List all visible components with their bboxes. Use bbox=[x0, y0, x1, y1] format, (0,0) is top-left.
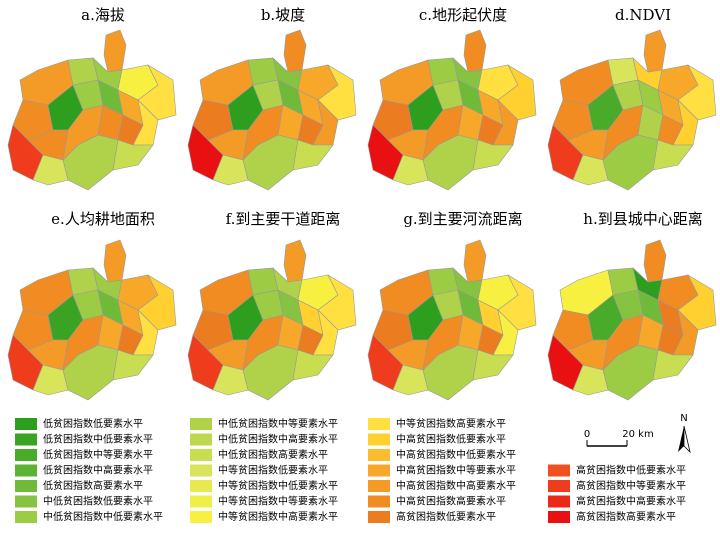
county bbox=[103, 29, 127, 73]
north-label: N bbox=[680, 413, 687, 424]
legend-swatch bbox=[548, 495, 570, 508]
map bbox=[547, 29, 717, 191]
legend-label: 中高贫困指数低要素水平 bbox=[396, 433, 506, 446]
legend-label: 中高贫困指数中低要素水平 bbox=[396, 448, 516, 461]
legend-label: 高贫困指数高要素水平 bbox=[576, 510, 676, 523]
legend-swatch bbox=[15, 480, 37, 492]
county bbox=[112, 349, 154, 381]
map-title: d.NDVI bbox=[615, 6, 671, 24]
legend-label: 中低贫困指数低要素水平 bbox=[43, 495, 153, 508]
legend-label: 低贫困指数中低要素水平 bbox=[43, 433, 153, 446]
legend-swatch bbox=[548, 511, 570, 523]
county bbox=[283, 239, 307, 283]
legend-label: 中等贫困指数中低要素水平 bbox=[218, 479, 338, 492]
legend-label: 高贫困指数中低要素水平 bbox=[576, 464, 686, 477]
legend-swatch bbox=[368, 511, 390, 523]
legend-swatch bbox=[190, 495, 212, 508]
map-title: a.海拔 bbox=[81, 6, 125, 24]
legend-swatch bbox=[548, 464, 570, 477]
county bbox=[472, 349, 514, 381]
map bbox=[187, 239, 357, 401]
scale-bar: 0 20 km bbox=[584, 429, 654, 447]
county bbox=[472, 139, 514, 171]
county bbox=[212, 154, 249, 186]
county bbox=[292, 139, 334, 171]
legend-label: 中高贫困指数中等要素水平 bbox=[396, 464, 516, 477]
legend-swatch bbox=[368, 495, 390, 508]
legend-label: 中等贫困指数中高要素水平 bbox=[218, 510, 338, 523]
legend-label: 中等贫困指数中等要素水平 bbox=[218, 495, 338, 508]
legend-label: 中高贫困指数中高要素水平 bbox=[396, 479, 516, 492]
legend-swatch bbox=[548, 480, 570, 492]
legend-label: 低贫困指数低要素水平 bbox=[43, 417, 143, 430]
scale-distance: 20 km bbox=[622, 429, 653, 440]
legend-swatch bbox=[368, 464, 390, 477]
county bbox=[463, 29, 487, 73]
county bbox=[32, 364, 69, 396]
legend-label: 中低贫困指数高要素水平 bbox=[218, 448, 328, 461]
legend-swatch bbox=[15, 511, 37, 523]
map bbox=[7, 29, 177, 191]
legend-swatch bbox=[190, 418, 212, 430]
county bbox=[212, 364, 249, 396]
legend-label: 低贫困指数高要素水平 bbox=[43, 479, 143, 492]
legend-swatch bbox=[190, 433, 212, 446]
map bbox=[547, 239, 717, 401]
county bbox=[292, 349, 334, 381]
legend-swatch bbox=[15, 495, 37, 508]
map bbox=[7, 239, 177, 401]
map bbox=[187, 29, 357, 191]
legend-label: 高贫困指数中高要素水平 bbox=[576, 495, 686, 508]
map-title: h.到县城中心距离 bbox=[583, 210, 702, 228]
county bbox=[32, 154, 69, 186]
legend-label: 中低贫困指数中高要素水平 bbox=[218, 433, 338, 446]
legend-swatch bbox=[15, 464, 37, 477]
legend-label: 高贫困指数中等要素水平 bbox=[576, 479, 686, 492]
county bbox=[652, 349, 694, 381]
county bbox=[572, 364, 609, 396]
county bbox=[112, 139, 154, 171]
county bbox=[283, 29, 307, 73]
county bbox=[392, 154, 429, 186]
legend-swatch bbox=[190, 511, 212, 523]
legend-swatch bbox=[190, 464, 212, 477]
legend-swatch bbox=[368, 418, 390, 430]
legend-swatch bbox=[190, 449, 212, 461]
legend-label: 低贫困指数中高要素水平 bbox=[43, 464, 153, 477]
map-title: e.人均耕地面积 bbox=[51, 210, 155, 228]
map-title: c.地形起伏度 bbox=[419, 6, 507, 24]
map-title: f.到主要干道距离 bbox=[226, 210, 341, 228]
legend-swatch bbox=[368, 449, 390, 461]
legend-swatch bbox=[15, 449, 37, 461]
county bbox=[643, 29, 667, 73]
legend-label: 中等贫困指数低要素水平 bbox=[218, 464, 328, 477]
county bbox=[103, 239, 127, 283]
map bbox=[367, 29, 537, 191]
legend-swatch bbox=[15, 433, 37, 446]
legend-swatch bbox=[15, 418, 37, 430]
legend-label: 中等贫困指数高要素水平 bbox=[396, 417, 506, 430]
county bbox=[572, 154, 609, 186]
legend-label: 中低贫困指数中等要素水平 bbox=[218, 417, 338, 430]
map-title: b.坡度 bbox=[261, 6, 305, 24]
map-title: g.到主要河流距离 bbox=[403, 210, 522, 228]
legend-label: 低贫困指数中等要素水平 bbox=[43, 448, 153, 461]
county bbox=[463, 239, 487, 283]
legend-label: 中高贫困指数高要素水平 bbox=[396, 495, 506, 508]
map bbox=[367, 239, 537, 401]
county bbox=[392, 364, 429, 396]
legend-swatch bbox=[190, 480, 212, 492]
legend-label: 中低贫困指数中低要素水平 bbox=[43, 510, 163, 523]
legend-swatch bbox=[368, 433, 390, 446]
county bbox=[643, 239, 667, 283]
legend-swatch bbox=[368, 480, 390, 492]
legend-label: 高贫困指数低要素水平 bbox=[396, 510, 496, 523]
county bbox=[652, 139, 694, 171]
scale-zero: 0 bbox=[584, 429, 590, 440]
north-arrow: N bbox=[678, 413, 691, 454]
